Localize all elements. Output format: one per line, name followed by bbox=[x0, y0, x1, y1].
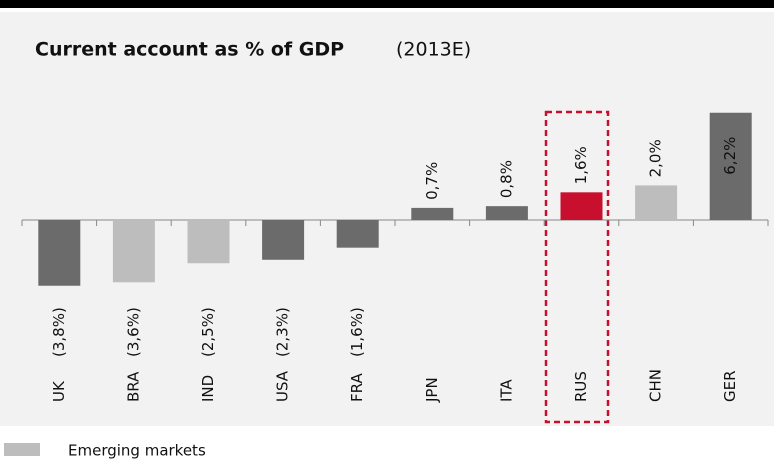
legend-swatch bbox=[4, 443, 40, 456]
value-label: (3,8%) bbox=[50, 307, 68, 357]
bar bbox=[709, 112, 752, 220]
bar bbox=[411, 207, 454, 220]
bar bbox=[38, 220, 81, 286]
x-tick-label: IND bbox=[199, 375, 217, 402]
chart-title: Current account as % of GDP bbox=[35, 39, 344, 61]
chart-subtitle: (2013E) bbox=[396, 39, 471, 61]
x-tick-label: USA bbox=[274, 370, 292, 402]
value-label: (2,3%) bbox=[274, 307, 292, 357]
x-tick-label: GER bbox=[721, 370, 739, 402]
value-label: (3,6%) bbox=[124, 307, 142, 357]
highlight-box bbox=[544, 110, 610, 424]
bar bbox=[187, 220, 230, 264]
legend-label: Emerging markets bbox=[68, 442, 206, 460]
bar bbox=[560, 192, 603, 220]
top-rule bbox=[0, 0, 774, 8]
x-tick-label: ITA bbox=[497, 379, 515, 402]
x-tick-label: CHN bbox=[647, 369, 665, 402]
x-tick-label: BRA bbox=[124, 371, 142, 402]
x-tick-label: JPN bbox=[423, 377, 441, 403]
value-label: 6,2% bbox=[721, 137, 739, 175]
value-label: (2,5%) bbox=[199, 307, 217, 357]
bar bbox=[485, 206, 528, 220]
bar bbox=[336, 220, 379, 248]
value-label: 1,6% bbox=[572, 146, 590, 184]
bar bbox=[112, 220, 155, 283]
x-tick-label: UK bbox=[50, 380, 68, 402]
bar bbox=[635, 185, 678, 220]
value-label: 2,0% bbox=[647, 139, 665, 177]
x-tick-label: FRA bbox=[348, 373, 366, 402]
value-label: 0,7% bbox=[423, 162, 441, 200]
value-label: 0,8% bbox=[497, 160, 515, 198]
x-tick-label: RUS bbox=[572, 371, 590, 402]
bar bbox=[262, 220, 305, 260]
value-label: (1,6%) bbox=[348, 307, 366, 357]
